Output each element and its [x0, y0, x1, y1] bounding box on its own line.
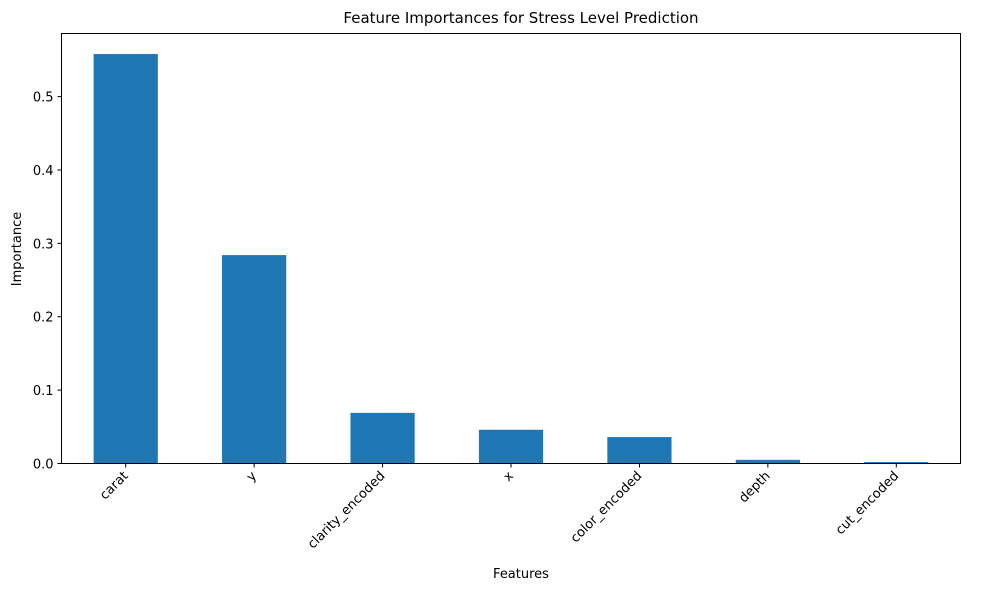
bar-y: [222, 255, 287, 464]
bar-clarity_encoded: [350, 412, 415, 464]
bar-carat: [93, 54, 158, 464]
y-tick-label: 0.2: [33, 311, 54, 326]
y-tick-label: 0.3: [33, 237, 54, 252]
y-tick-label: 0.0: [33, 458, 54, 473]
bar-depth: [735, 459, 800, 464]
y-tick-label: 0.5: [33, 91, 54, 106]
y-axis-label: Importance: [10, 212, 25, 287]
plot-frame: [61, 33, 961, 464]
bar-color_encoded: [607, 437, 672, 464]
y-tick-label: 0.4: [33, 164, 54, 179]
x-axis-label: Features: [493, 567, 549, 582]
bars-layer: [93, 54, 929, 464]
y-tick-label: 0.1: [33, 384, 54, 399]
bar-x: [478, 429, 544, 464]
chart-title: Feature Importances for Stress Level Pre…: [343, 9, 698, 27]
y-ticks-layer: 0.0 0.1 0.2 0.3 0.4 0.5: [33, 91, 62, 473]
bar-cut_encoded: [864, 462, 929, 464]
